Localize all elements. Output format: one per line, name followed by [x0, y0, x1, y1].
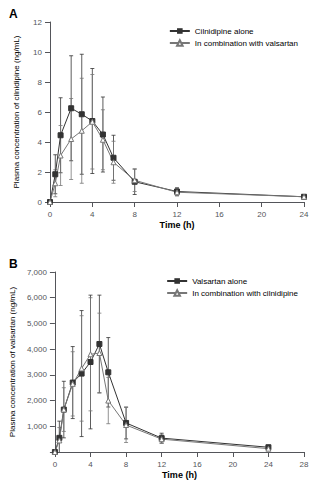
svg-text:0: 0: [48, 210, 53, 219]
svg-text:24: 24: [300, 210, 309, 219]
svg-text:28: 28: [300, 460, 309, 469]
svg-text:4: 4: [90, 210, 95, 219]
svg-text:5,000: 5,000: [27, 319, 48, 328]
svg-text:6,000: 6,000: [27, 293, 48, 302]
svg-text:4: 4: [38, 138, 43, 147]
svg-text:Time (h): Time (h): [160, 220, 195, 230]
svg-text:24: 24: [264, 460, 273, 469]
svg-text:Plasma concentration of cilnid: Plasma concentration of cilnidipine (ng/…: [12, 35, 21, 188]
svg-text:6: 6: [38, 108, 43, 117]
svg-text:12: 12: [157, 460, 166, 469]
svg-text:2: 2: [38, 168, 43, 177]
svg-text:8: 8: [124, 460, 129, 469]
svg-text:1,000: 1,000: [27, 422, 48, 431]
svg-text:12: 12: [33, 18, 42, 27]
svg-text:In combination with valsartan: In combination with valsartan: [195, 39, 298, 48]
svg-text:Plasma concentration of valsar: Plasma concentration of valsartan (ng/mL…: [8, 287, 17, 438]
svg-text:20: 20: [228, 460, 237, 469]
svg-text:In combination with cilnidipin: In combination with cilnidipine: [192, 289, 298, 298]
svg-text:7,000: 7,000: [27, 268, 48, 277]
svg-text:Valsartan alone: Valsartan alone: [192, 277, 248, 286]
svg-text:16: 16: [193, 460, 202, 469]
svg-text:10: 10: [33, 48, 42, 57]
svg-text:12: 12: [173, 210, 182, 219]
svg-text:8: 8: [132, 210, 137, 219]
svg-text:16: 16: [215, 210, 224, 219]
svg-text:4,000: 4,000: [27, 345, 48, 354]
svg-text:20: 20: [257, 210, 266, 219]
svg-text:A: A: [9, 7, 18, 21]
svg-text:0: 0: [38, 198, 43, 207]
svg-text:B: B: [9, 257, 18, 271]
svg-text:2,000: 2,000: [27, 396, 48, 405]
svg-text:Cilnidipine alone: Cilnidipine alone: [195, 27, 254, 36]
svg-text:3,000: 3,000: [27, 370, 48, 379]
svg-text:0: 0: [53, 460, 58, 469]
svg-text:8: 8: [38, 78, 43, 87]
svg-text:Time (h): Time (h): [162, 470, 197, 480]
svg-text:4: 4: [88, 460, 93, 469]
